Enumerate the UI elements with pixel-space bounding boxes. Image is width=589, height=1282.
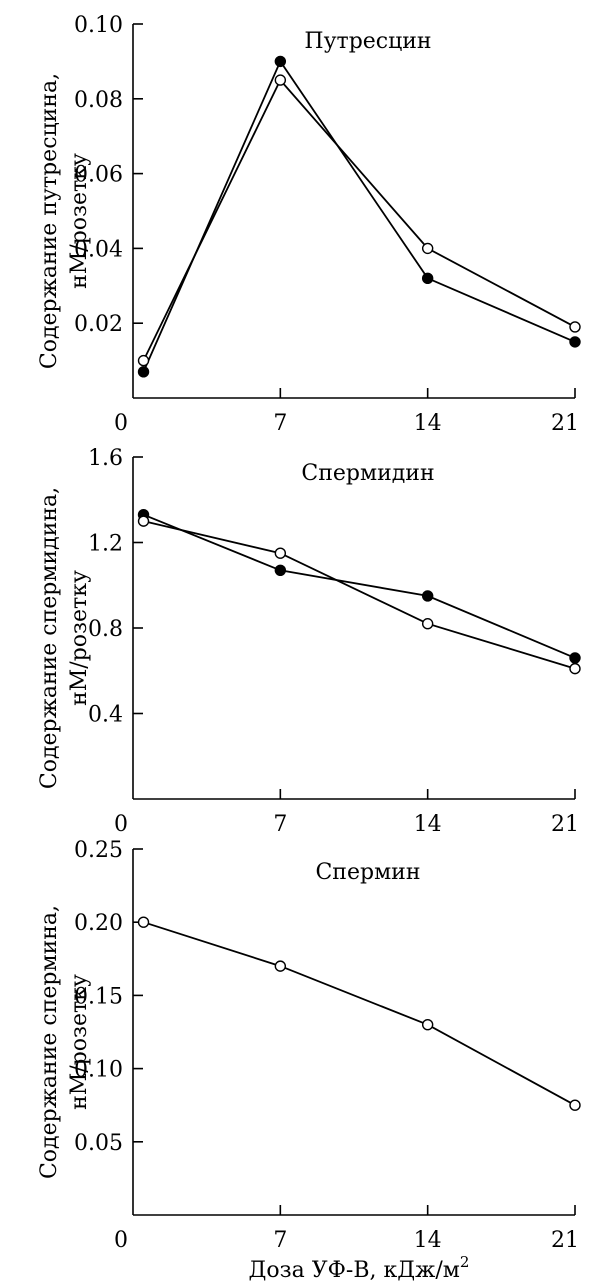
y-tick-label: 1.6 [88, 446, 123, 471]
data-point-filled [274, 564, 287, 576]
y-tick-label: 0.25 [74, 838, 123, 863]
x-tick-label: 7 [273, 411, 287, 436]
data-point-open [137, 354, 150, 367]
x-tick-label: 0 [114, 411, 128, 436]
data-point-open [569, 321, 581, 333]
x-tick-label: 21 [551, 1228, 579, 1253]
x-tick-label: 21 [551, 411, 579, 436]
data-point-open [274, 960, 287, 972]
y-tick-label: 0.10 [74, 13, 123, 38]
y-axis-label-line: Содержание путресцина, [37, 73, 62, 369]
x-axis-label: Доза УФ-В, кДж/м2 [249, 1253, 470, 1282]
chart-title: Спермидин [301, 461, 434, 486]
chart-panel-3: 0 7 14 21 0.05 0.10 0.15 0.20 0.25 Спермин Содержа… [37, 838, 581, 1282]
data-point-open [137, 916, 150, 928]
data-point-filled [421, 272, 434, 285]
data-point-open [421, 1018, 434, 1031]
y-axis-label-line: Содержание спермина, [37, 905, 62, 1179]
y-axis-label: Содержание спермина, нМ/розетку [37, 905, 92, 1179]
x-tick-label: 21 [551, 812, 579, 837]
data-point-filled [274, 55, 287, 68]
x-tick-label: 0 [114, 1228, 128, 1253]
data-point-filled [569, 336, 581, 348]
series-line-filled [143, 513, 576, 659]
y-axis-label: Содержание путресцина, нМ/розетку [37, 73, 92, 369]
y-tick-label: 0.02 [74, 312, 123, 337]
y-axis-label-line: нМ/розетку [67, 570, 92, 706]
y-tick-label: 0.8 [88, 617, 123, 642]
y-tick-label: 0.15 [74, 984, 123, 1009]
x-tick-label: 14 [414, 411, 442, 436]
series-line-open [142, 78, 576, 361]
y-tick-label: 0.10 [74, 1058, 123, 1083]
data-point-filled [569, 652, 581, 664]
data-point-open [274, 547, 287, 559]
y-axis-label: Содержание спермидина, нМ/розетку [37, 487, 92, 789]
data-point-filled [421, 590, 434, 602]
y-tick-label: 0.06 [74, 163, 123, 188]
y-tick-label: 0.08 [74, 88, 123, 113]
x-axis-label-text: Доза УФ-В, кДж/м [249, 1258, 460, 1282]
series-line-open [143, 520, 576, 670]
x-tick-label: 14 [414, 1228, 442, 1253]
x-tick-label: 7 [273, 812, 287, 837]
y-axis-label-line: нМ/розетку [67, 153, 92, 289]
data-point-open [421, 242, 434, 255]
chart-panel-1: 0 7 14 21 0.02 0.04 0.06 0.08 0.10 Путресцин Содер… [37, 13, 581, 436]
y-axis-label-line: нМ/розетку [67, 974, 92, 1110]
chart-panel-2: 0 7 14 21 0.4 0.8 1.2 1.6 Спермидин Содержание сп… [37, 446, 581, 837]
chart-title: Путресцин [304, 29, 431, 54]
y-tick-label: 0.05 [74, 1131, 123, 1156]
x-tick-label: 0 [114, 812, 128, 837]
x-tick-label: 14 [414, 812, 442, 837]
data-point-open [569, 1099, 581, 1111]
y-tick-label: 0.20 [74, 911, 123, 936]
y-tick-label: 0.04 [74, 237, 123, 262]
data-point-filled [137, 366, 150, 378]
chart-title: Спермин [315, 860, 420, 885]
y-tick-label: 0.4 [88, 703, 123, 728]
x-axis-label-superscript: 2 [460, 1253, 470, 1271]
data-point-open [274, 74, 287, 86]
series-line-filled [142, 59, 576, 373]
data-point-open [569, 662, 581, 675]
x-tick-label: 7 [273, 1228, 287, 1253]
data-point-open [421, 618, 434, 630]
y-axis-label-line: Содержание спермидина, [37, 487, 62, 789]
data-point-open [137, 515, 150, 527]
series-line-open [143, 921, 576, 1106]
y-tick-label: 1.2 [88, 532, 123, 557]
